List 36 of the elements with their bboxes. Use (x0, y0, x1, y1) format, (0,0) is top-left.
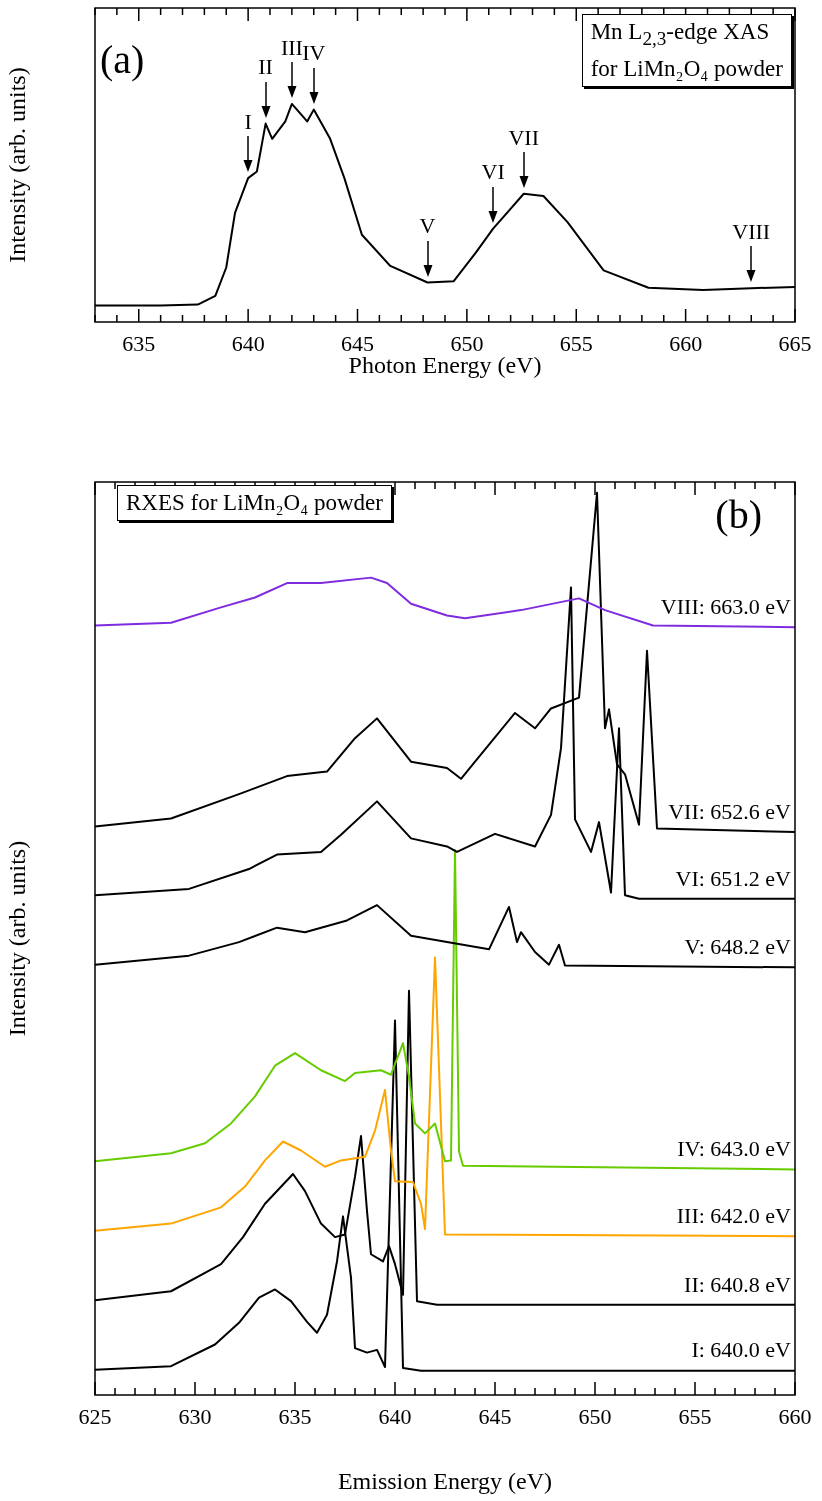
series-label: II: 640.8 eV (684, 1271, 792, 1297)
x-tick-label: 635 (122, 330, 156, 356)
series-label: VIII: 663.0 eV (660, 594, 792, 620)
series-label: I: 640.0 eV (691, 1337, 792, 1363)
x-tick-label: 635 (278, 1403, 312, 1429)
annotation: VIII (732, 218, 771, 244)
annotation: III (280, 34, 303, 60)
series-label: III: 642.0 eV (676, 1203, 792, 1228)
x-tick-label: 655 (559, 330, 593, 356)
annotation: RXES for LiMn₂O₄ powder (126, 489, 383, 517)
x-tick-label: 665 (778, 330, 812, 356)
y-axis-title: Intensity (arb. units) (3, 67, 30, 263)
series-label: VII: 652.6 eV (668, 798, 792, 824)
annotation: VII (508, 124, 540, 150)
annotation: VI (481, 159, 505, 185)
x-tick-label: 660 (669, 330, 703, 356)
y-axis-title: Intensity (arb. units) (3, 840, 30, 1037)
annotation: II (258, 54, 273, 80)
x-tick-label: 655 (678, 1403, 712, 1429)
x-axis-title: Emission Energy (eV) (337, 1467, 553, 1494)
x-tick-label: 630 (178, 1403, 212, 1429)
x-tick-label: 645 (478, 1403, 512, 1429)
annotation: IV (302, 40, 326, 66)
text: Mn L$_{2,3}$-edge XAS for LiMn₂O₄ powder (590, 18, 783, 83)
x-tick-label: 640 (231, 330, 265, 356)
x-tick-label: 625 (78, 1403, 112, 1429)
x-tick-label: 650 (578, 1403, 612, 1429)
x-tick-label: 640 (378, 1403, 412, 1429)
chart-title: (b) (715, 492, 762, 537)
series-label: IV: 643.0 eV (677, 1136, 792, 1162)
x-tick-label: 660 (778, 1403, 812, 1429)
series-label: VI: 651.2 eV (675, 865, 792, 891)
series-label: V: 648.2 eV (684, 934, 792, 960)
annotation: V (419, 213, 436, 239)
chart-title: (a) (100, 37, 145, 82)
annotation: I (244, 108, 252, 134)
